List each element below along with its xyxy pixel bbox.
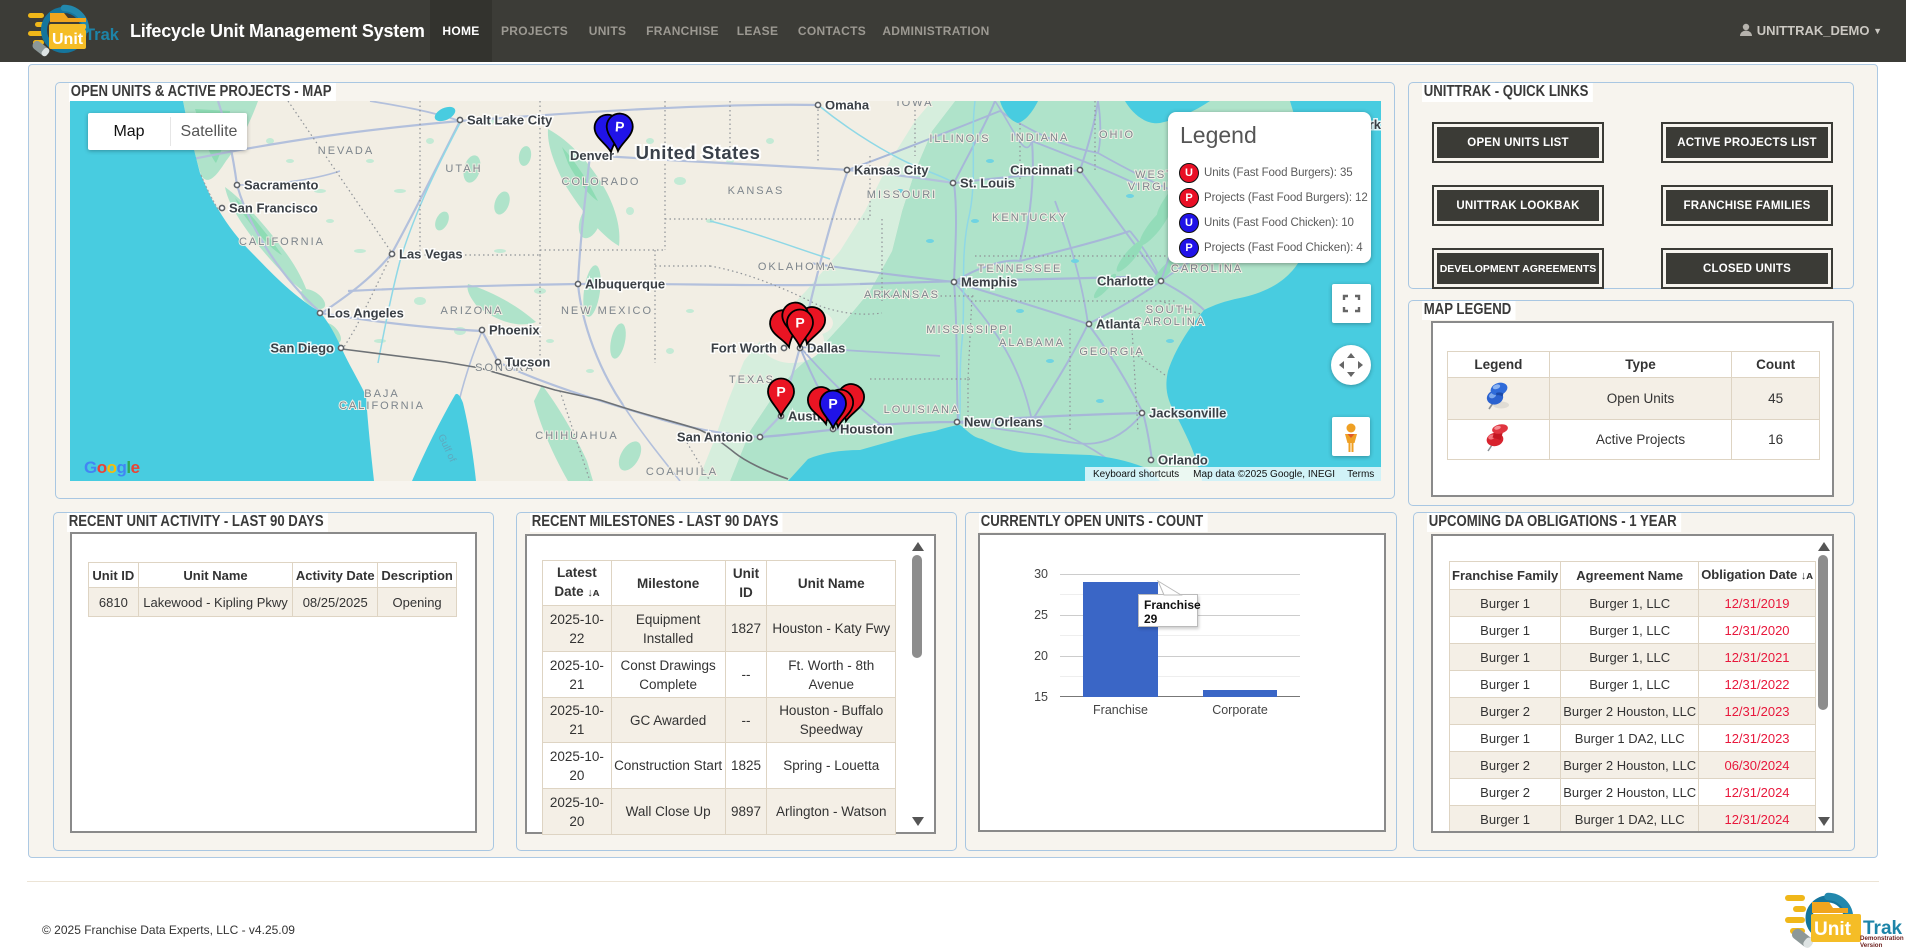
svg-text:Orlando: Orlando xyxy=(1158,453,1208,468)
svg-text:San Francisco: San Francisco xyxy=(229,201,318,216)
svg-text:Unit: Unit xyxy=(1814,919,1852,940)
svg-text:OHIO: OHIO xyxy=(1099,129,1135,141)
svg-text:MISSISSIPPI: MISSISSIPPI xyxy=(926,324,1013,336)
svg-text:LOUISIANA: LOUISIANA xyxy=(884,404,961,416)
svg-text:Atlanta: Atlanta xyxy=(1096,317,1141,332)
svg-text:COAHUILA: COAHUILA xyxy=(646,466,718,478)
svg-text:Dallas: Dallas xyxy=(807,341,845,356)
svg-text:NEW MEXICO: NEW MEXICO xyxy=(561,305,653,317)
svg-text:Phoenix: Phoenix xyxy=(489,323,540,338)
svg-text:Jacksonville: Jacksonville xyxy=(1149,406,1226,421)
svg-text:SONORA: SONORA xyxy=(475,362,535,374)
svg-text:Los Angeles: Los Angeles xyxy=(327,306,404,321)
svg-text:Denver: Denver xyxy=(570,148,614,163)
svg-text:CHIHUAHUA: CHIHUAHUA xyxy=(535,430,618,442)
svg-text:Salt Lake City: Salt Lake City xyxy=(467,113,553,128)
svg-text:CALIFORNIA: CALIFORNIA xyxy=(339,400,425,412)
svg-text:Omaha: Omaha xyxy=(825,101,870,113)
svg-text:Fort Worth: Fort Worth xyxy=(711,341,777,356)
svg-text:St. Louis: St. Louis xyxy=(960,176,1015,191)
svg-text:Las Vegas: Las Vegas xyxy=(399,247,463,262)
svg-text:Cincinnati: Cincinnati xyxy=(1010,163,1073,178)
svg-text:New Orleans: New Orleans xyxy=(964,415,1043,430)
svg-text:Trak: Trak xyxy=(1863,918,1903,939)
svg-text:ILLINOIS: ILLINOIS xyxy=(929,133,990,145)
svg-text:P: P xyxy=(795,315,804,331)
svg-text:KANSAS: KANSAS xyxy=(728,185,785,197)
svg-text:Tucson: Tucson xyxy=(505,355,550,370)
svg-text:OKLAHOMA: OKLAHOMA xyxy=(758,261,836,273)
svg-text:TENNESSEE: TENNESSEE xyxy=(978,263,1063,275)
svg-text:ARIZONA: ARIZONA xyxy=(441,305,504,317)
svg-text:NEVADA: NEVADA xyxy=(318,145,374,157)
svg-text:UTAH: UTAH xyxy=(445,163,482,175)
svg-text:P: P xyxy=(828,396,837,412)
svg-text:MISSOURI: MISSOURI xyxy=(867,189,937,201)
svg-text:CAROLINA: CAROLINA xyxy=(1134,316,1206,328)
svg-text:Kansas City: Kansas City xyxy=(854,163,929,178)
svg-text:CAROLINA: CAROLINA xyxy=(1171,263,1243,275)
svg-text:Unit: Unit xyxy=(52,31,84,48)
svg-text:IOWA: IOWA xyxy=(897,101,934,109)
svg-text:BAJA: BAJA xyxy=(364,388,400,400)
svg-text:TEXAS: TEXAS xyxy=(729,374,775,386)
svg-text:San Diego: San Diego xyxy=(270,341,334,356)
svg-text:ALABAMA: ALABAMA xyxy=(999,337,1065,349)
svg-text:Memphis: Memphis xyxy=(961,275,1017,290)
svg-text:ARKANSAS: ARKANSAS xyxy=(864,289,940,301)
svg-text:Albuquerque: Albuquerque xyxy=(585,277,665,292)
svg-text:GEORGIA: GEORGIA xyxy=(1079,346,1144,358)
svg-text:KENTUCKY: KENTUCKY xyxy=(992,212,1068,224)
svg-text:Sacramento: Sacramento xyxy=(244,178,318,193)
svg-text:P: P xyxy=(776,384,785,400)
svg-text:San Antonio: San Antonio xyxy=(677,430,753,445)
svg-text:COLORADO: COLORADO xyxy=(562,176,641,188)
svg-text:WEST: WEST xyxy=(1135,169,1175,181)
svg-text:Houston: Houston xyxy=(840,422,893,437)
svg-text:INDIANA: INDIANA xyxy=(1011,132,1070,144)
svg-text:SOUTH: SOUTH xyxy=(1146,304,1195,316)
svg-text:Charlotte: Charlotte xyxy=(1097,274,1154,289)
svg-text:United States: United States xyxy=(636,142,761,163)
svg-text:CALIFORNIA: CALIFORNIA xyxy=(239,236,325,248)
svg-text:P: P xyxy=(614,118,624,135)
